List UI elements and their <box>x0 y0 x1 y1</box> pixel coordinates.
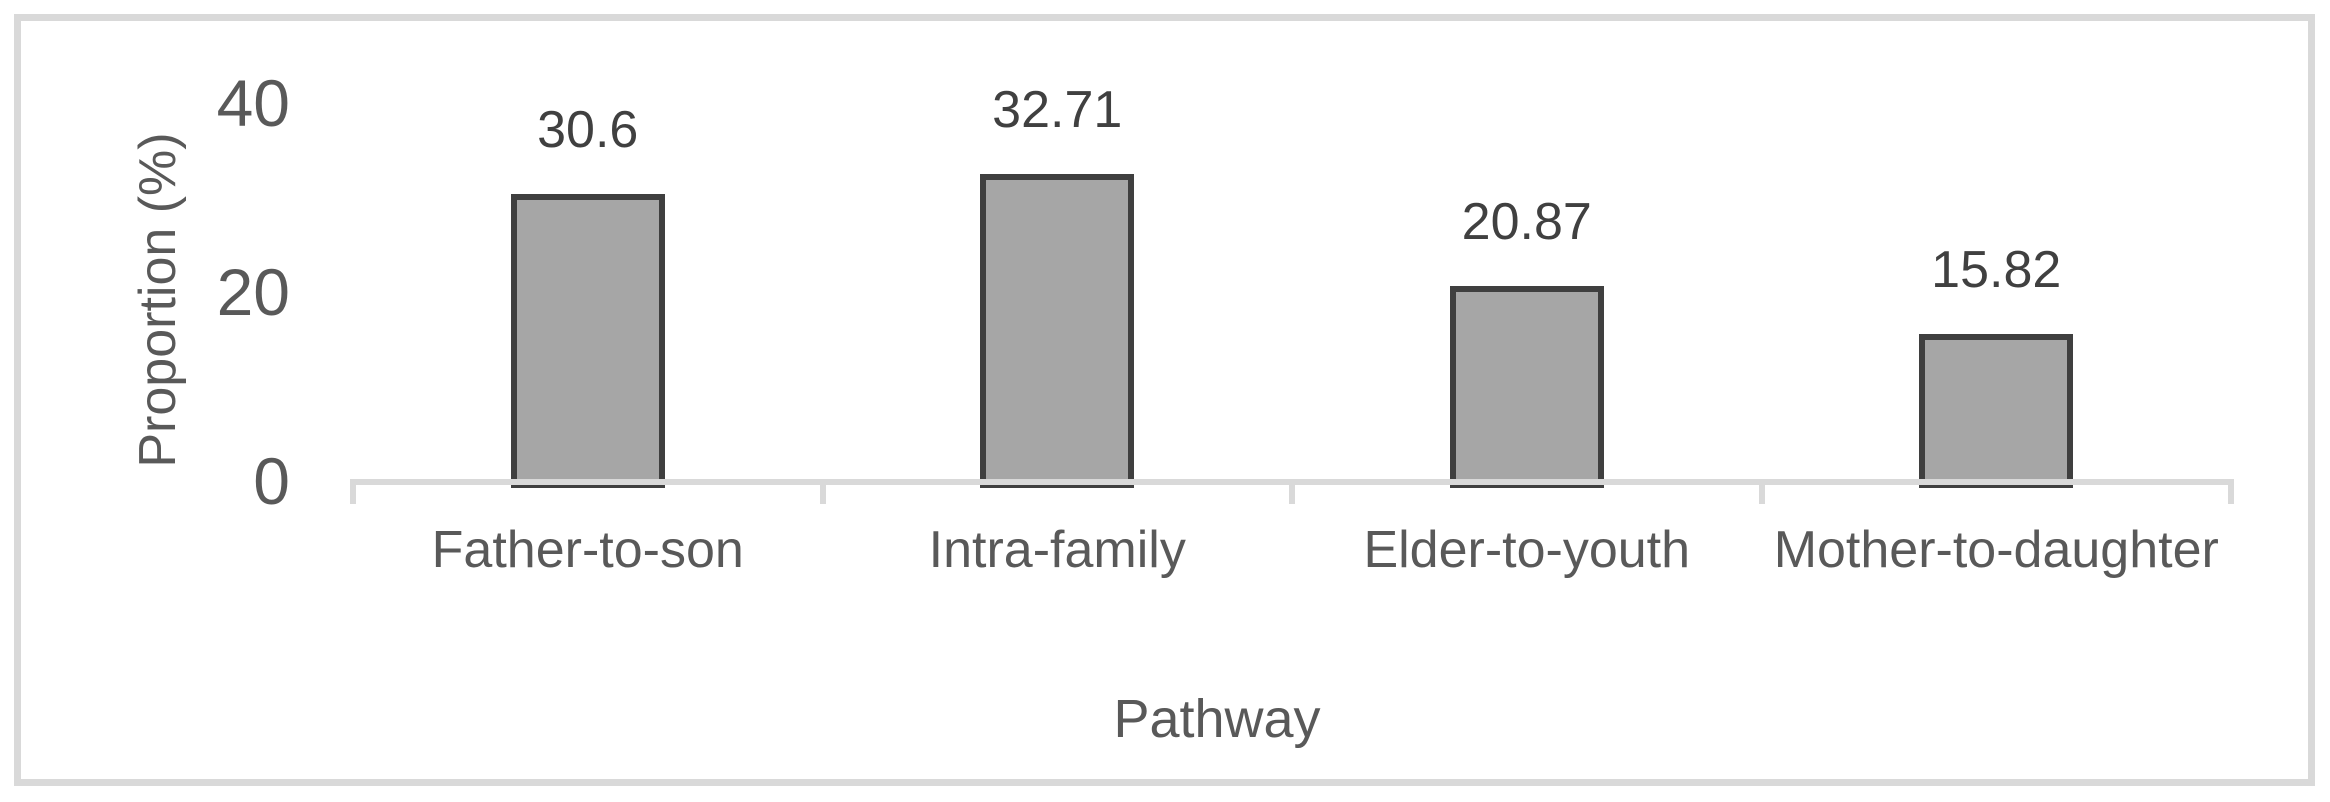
category-label: Father-to-son <box>431 521 744 579</box>
y-tick-label: 20 <box>216 255 290 329</box>
bar <box>510 193 665 488</box>
axis-tick <box>1758 479 1765 504</box>
y-tick-label: 0 <box>253 444 290 518</box>
bar <box>1919 333 2074 488</box>
axis-tick <box>350 479 356 504</box>
axis-tick <box>819 479 826 504</box>
y-tick-label: 40 <box>216 66 290 140</box>
axis-tick <box>1289 479 1295 504</box>
category-label: Mother-to-daughter <box>1773 521 2219 579</box>
bar-value-label: 20.87 <box>1461 192 1592 251</box>
bar <box>1449 285 1604 488</box>
bar-value-label: 32.71 <box>992 80 1123 139</box>
x-axis-title: Pathway <box>1113 689 1321 749</box>
category-label: Intra-family <box>928 521 1186 579</box>
bar-value-label: 15.82 <box>1931 240 2062 299</box>
bar-value-label: 30.6 <box>537 100 639 159</box>
chart-border-frame <box>14 14 2315 786</box>
axis-tick <box>2228 479 2234 504</box>
category-label: Elder-to-youth <box>1363 521 1691 579</box>
bar <box>980 173 1135 488</box>
